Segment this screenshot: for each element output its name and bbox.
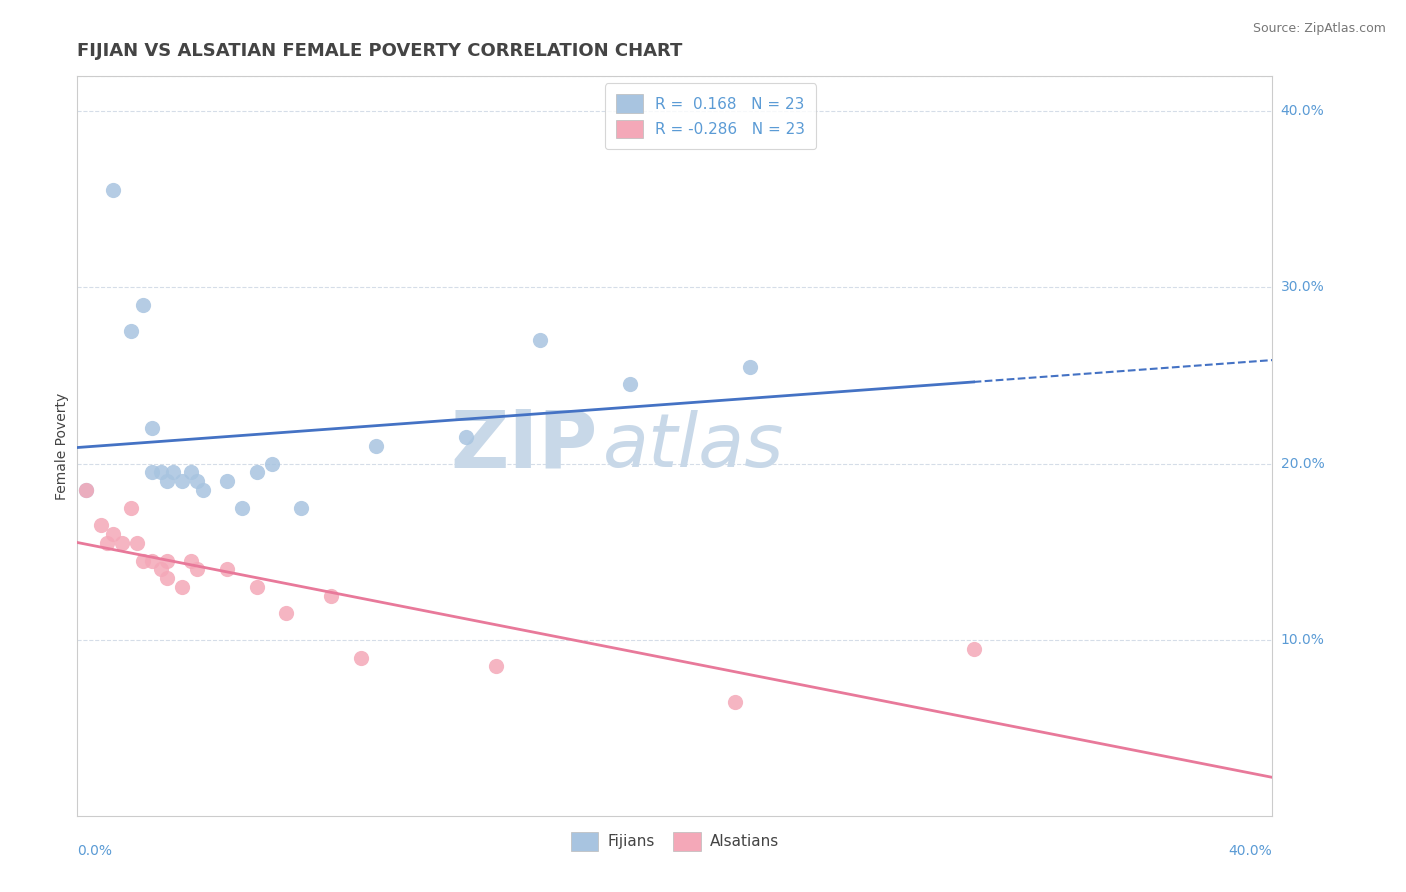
Point	[246, 466, 269, 480]
Point	[127, 536, 149, 550]
Point	[103, 527, 124, 541]
Point	[738, 359, 761, 374]
Point	[231, 500, 253, 515]
Point	[141, 466, 163, 480]
Point	[103, 183, 124, 197]
Point	[120, 325, 142, 339]
Text: 40.0%: 40.0%	[1281, 104, 1324, 118]
Text: atlas: atlas	[603, 410, 785, 482]
Text: 40.0%: 40.0%	[1229, 844, 1272, 858]
Point	[290, 500, 312, 515]
Point	[260, 457, 283, 471]
Text: 30.0%: 30.0%	[1281, 280, 1324, 294]
Point	[724, 695, 747, 709]
Text: Source: ZipAtlas.com: Source: ZipAtlas.com	[1253, 22, 1386, 36]
Point	[96, 536, 118, 550]
Point	[170, 580, 193, 594]
Point	[191, 483, 214, 497]
Text: 10.0%: 10.0%	[1281, 633, 1324, 647]
Point	[120, 500, 142, 515]
Point	[485, 659, 508, 673]
Point	[246, 580, 269, 594]
Point	[150, 466, 173, 480]
Text: 0.0%: 0.0%	[77, 844, 112, 858]
Point	[111, 536, 134, 550]
Point	[156, 571, 179, 585]
Point	[156, 475, 179, 489]
Point	[180, 553, 202, 567]
Point	[619, 377, 641, 392]
Point	[132, 298, 155, 312]
Point	[132, 553, 155, 567]
Point	[529, 333, 551, 347]
Point	[75, 483, 97, 497]
Legend: Fijians, Alsatians: Fijians, Alsatians	[565, 826, 785, 856]
Point	[215, 475, 238, 489]
Point	[90, 518, 112, 533]
Point	[75, 483, 97, 497]
Point	[170, 475, 193, 489]
Point	[150, 562, 173, 576]
Point	[321, 589, 343, 603]
Point	[156, 553, 179, 567]
Point	[963, 641, 986, 656]
Text: ZIP: ZIP	[450, 407, 598, 485]
Point	[454, 430, 477, 444]
Text: 20.0%: 20.0%	[1281, 457, 1324, 471]
Point	[215, 562, 238, 576]
Point	[276, 607, 298, 621]
Point	[141, 553, 163, 567]
Point	[186, 562, 208, 576]
Text: FIJIAN VS ALSATIAN FEMALE POVERTY CORRELATION CHART: FIJIAN VS ALSATIAN FEMALE POVERTY CORREL…	[77, 43, 683, 61]
Y-axis label: Female Poverty: Female Poverty	[55, 392, 69, 500]
Point	[366, 439, 388, 453]
Point	[162, 466, 184, 480]
Point	[141, 421, 163, 435]
Point	[180, 466, 202, 480]
Point	[350, 650, 373, 665]
Point	[186, 475, 208, 489]
